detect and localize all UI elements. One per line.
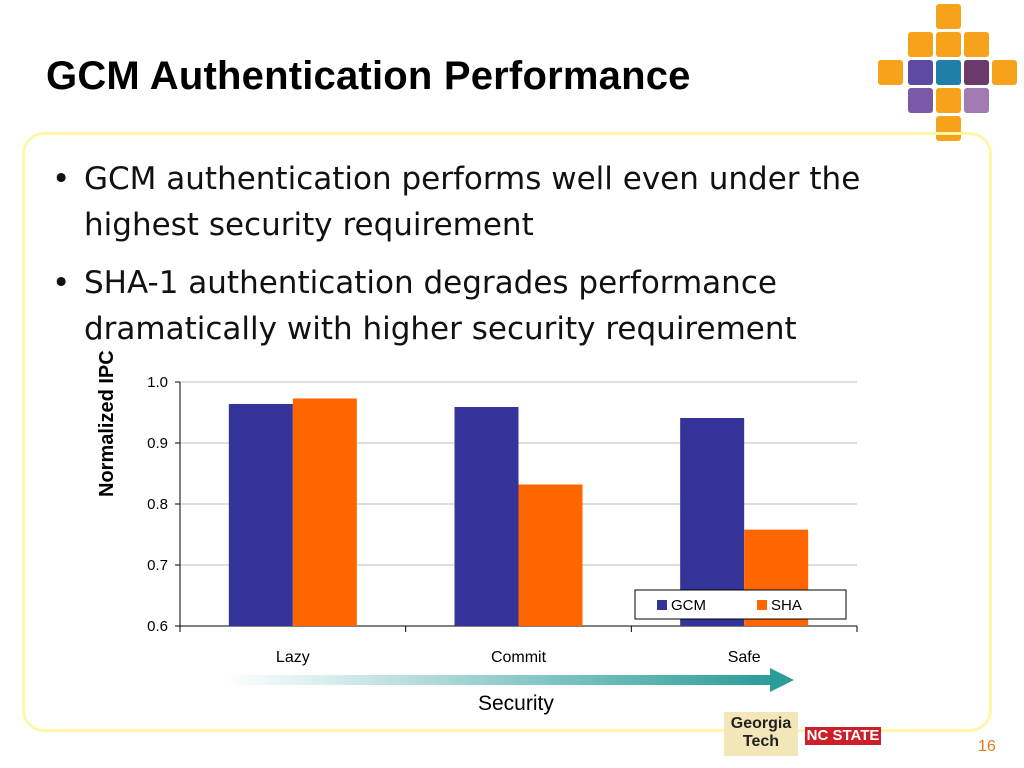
x-tick-label: Commit <box>491 649 547 666</box>
bullet-text: SHA-1 authentication degrades performanc… <box>84 265 797 347</box>
legend-swatch-sha <box>757 600 767 610</box>
legend-label-sha: SHA <box>771 597 802 614</box>
mosaic-tile <box>992 60 1017 85</box>
bullet-list: • GCM authentication performs well even … <box>52 156 952 364</box>
bar-sha-commit <box>518 484 583 626</box>
security-axis-label: Security <box>478 692 554 715</box>
y-tick-label: 0.7 <box>147 557 168 574</box>
x-tick-label: Safe <box>728 649 761 666</box>
mosaic-tile <box>936 32 961 57</box>
arrow-shaft <box>224 675 772 685</box>
mosaic-tiles <box>878 4 1017 141</box>
bar-sha-lazy <box>292 398 357 626</box>
bullet-dot: • <box>52 265 71 301</box>
bullet-item: • GCM authentication performs well even … <box>52 156 952 248</box>
security-arrow <box>224 668 794 692</box>
mosaic-tile <box>964 88 989 113</box>
content-panel <box>22 132 992 732</box>
georgia-tech-logo: Georgia Tech <box>724 712 798 756</box>
bullet-text: GCM authentication performs well even un… <box>84 161 861 243</box>
bar-gcm-commit <box>454 407 519 626</box>
y-tick-label: 0.8 <box>147 496 168 513</box>
arrow-head <box>770 668 794 692</box>
bar-gcm-lazy <box>228 403 293 626</box>
mosaic-tile <box>964 60 989 85</box>
bullet-dot: • <box>52 161 71 197</box>
nc-state-logo: NC STATE <box>805 727 881 745</box>
georgia-tech-logo-line2: Tech <box>742 733 780 750</box>
legend-label-gcm: GCM <box>671 597 706 614</box>
mosaic-tile <box>908 32 933 57</box>
mosaic-tile <box>908 60 933 85</box>
georgia-tech-logo-line1: Georgia <box>730 715 792 732</box>
decorative-chip-mosaic <box>878 4 1017 141</box>
y-tick-label: 1.0 <box>147 374 168 391</box>
mosaic-tile <box>878 60 903 85</box>
x-tick-label: Lazy <box>276 649 310 666</box>
bullet-item: • SHA-1 authentication degrades performa… <box>52 260 952 352</box>
y-tick-label: 0.9 <box>147 435 168 452</box>
legend-box <box>634 589 847 620</box>
y-tick-label: 0.6 <box>147 618 168 635</box>
slide-title: GCM Authentication Performance <box>46 54 691 98</box>
mosaic-tile <box>936 60 961 85</box>
bar-chart: 0.6 0.7 0.8 0.9 1.0 Lazy Commit Safe GCM SHA <box>147 374 858 666</box>
mosaic-tile <box>936 88 961 113</box>
mosaic-tile <box>936 4 961 29</box>
legend-swatch-gcm <box>657 600 667 610</box>
page-number: 16 <box>978 738 996 755</box>
mosaic-tile <box>908 88 933 113</box>
mosaic-tile <box>964 32 989 57</box>
